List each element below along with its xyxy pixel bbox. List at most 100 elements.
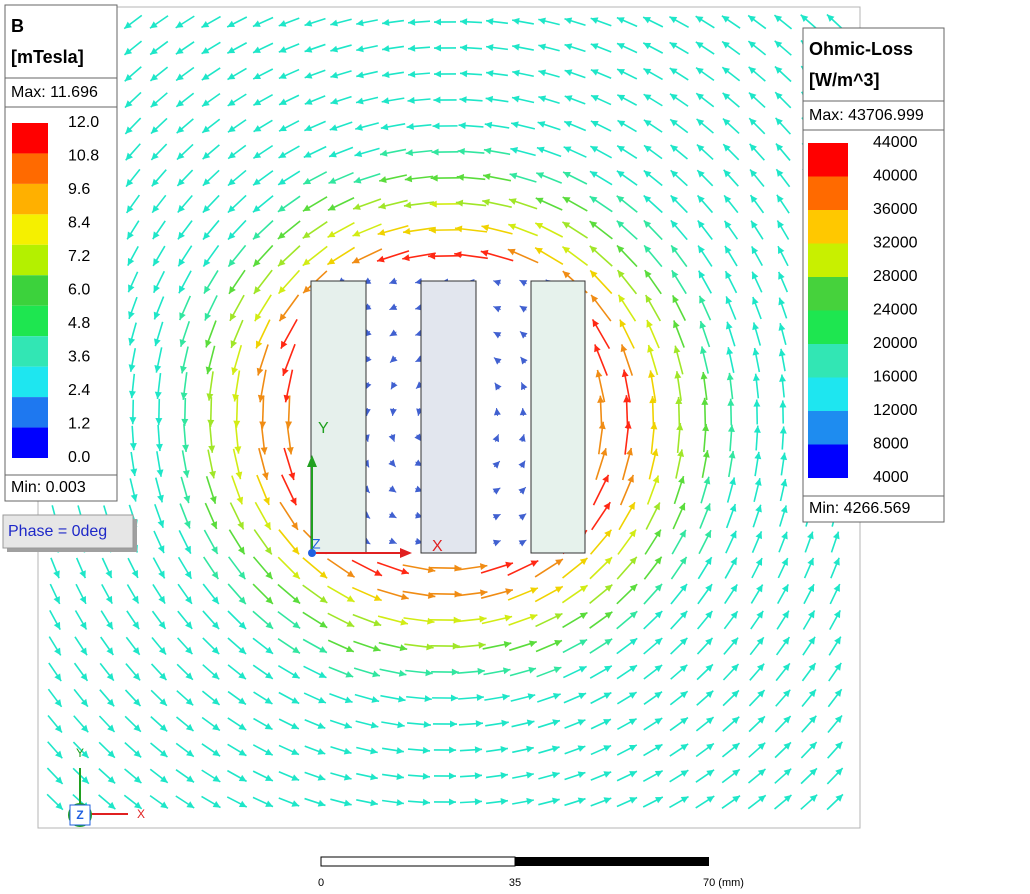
arrow-head xyxy=(536,146,545,154)
arrow-head xyxy=(617,270,625,278)
arrow-head xyxy=(618,294,626,303)
arrow-head xyxy=(128,284,135,293)
arrow-head xyxy=(253,259,261,267)
arrow-head xyxy=(678,476,685,484)
arrow-head xyxy=(228,151,236,159)
arrow-head xyxy=(238,723,247,731)
arrow-head xyxy=(670,220,679,229)
arrow-head xyxy=(356,45,364,53)
arrow-head xyxy=(278,151,287,158)
arrow-head xyxy=(669,16,678,24)
arrow-head xyxy=(265,596,273,604)
arrow-head xyxy=(150,73,159,81)
arrow-head xyxy=(670,119,678,127)
arrow-head xyxy=(553,666,562,674)
arrow-head xyxy=(647,345,654,353)
arrow-head xyxy=(238,697,246,705)
arrow-head xyxy=(507,248,516,256)
arrow-head xyxy=(600,448,608,456)
arrow-head xyxy=(776,194,784,203)
arrow-head xyxy=(724,195,732,204)
arrow-head xyxy=(154,391,162,399)
arrow-head xyxy=(589,221,598,229)
arrow-head xyxy=(654,556,662,565)
arrow-head xyxy=(181,418,189,426)
legend-label: 36000 xyxy=(873,201,918,218)
arrow-head xyxy=(454,251,462,259)
arrow-head xyxy=(153,311,161,320)
arrow-head xyxy=(160,801,168,809)
arrow-head xyxy=(643,195,652,203)
arrow-head xyxy=(203,231,211,240)
arrow-head xyxy=(702,450,710,458)
arrow-head xyxy=(628,502,635,511)
arrow-head xyxy=(277,204,286,212)
arrow-head xyxy=(834,662,842,671)
arrow-head xyxy=(265,646,274,654)
arrow-head xyxy=(492,539,501,547)
arrow-head xyxy=(782,610,789,619)
arrow-head xyxy=(726,347,734,355)
arrow-head xyxy=(486,18,494,26)
arrow-head xyxy=(382,71,390,79)
arrow-head xyxy=(486,69,494,77)
arrow-head xyxy=(754,478,762,486)
arrow-head xyxy=(127,257,135,266)
arrow-head xyxy=(617,43,625,50)
arrow-head xyxy=(730,557,737,566)
arrow-head xyxy=(809,794,818,802)
arrow-head xyxy=(253,98,262,106)
arrow-head xyxy=(626,447,633,456)
arrow-head xyxy=(129,442,137,451)
arrow-head xyxy=(278,46,287,53)
arrow-head xyxy=(130,493,138,502)
arrow-head xyxy=(414,433,422,442)
arrow-head xyxy=(705,584,713,592)
arrow-head xyxy=(177,231,185,240)
color-swatch xyxy=(12,305,48,337)
arrow-head xyxy=(179,339,187,347)
arrow-head xyxy=(579,557,588,566)
arrow-head xyxy=(511,121,519,129)
arrow-head xyxy=(186,749,194,757)
arrow-head xyxy=(809,768,817,776)
arrow-head xyxy=(53,570,60,579)
arrow-head xyxy=(643,119,652,127)
arrow-head xyxy=(564,95,573,102)
arrow-head xyxy=(697,195,705,204)
arrow-head xyxy=(151,178,160,187)
arrow-head xyxy=(835,741,843,750)
arrow-head xyxy=(179,312,186,321)
arrow-head xyxy=(176,73,184,81)
arrow-head xyxy=(184,520,191,529)
arrow-head xyxy=(389,277,398,285)
arrow-head xyxy=(778,246,785,255)
arrow-head xyxy=(727,424,735,432)
arrow-head xyxy=(128,337,136,346)
arrow-head xyxy=(422,772,430,780)
arrow-head xyxy=(512,69,520,77)
arrow-head xyxy=(54,647,61,656)
arrow-head xyxy=(400,618,408,626)
arrow-head xyxy=(238,800,247,808)
legend-label: 10.8 xyxy=(68,148,99,165)
arrow-head xyxy=(679,664,688,673)
arrow-head xyxy=(80,647,88,656)
arrow-head xyxy=(703,476,711,485)
arrow-head xyxy=(150,47,158,55)
arrow-head xyxy=(751,271,759,280)
arrow-head xyxy=(552,797,560,805)
arrow-head xyxy=(774,40,783,49)
arrow-head xyxy=(396,747,404,755)
arrow-head xyxy=(590,95,599,102)
legend-label: 6.0 xyxy=(68,282,90,299)
arrow-head xyxy=(278,286,286,294)
arrow-head xyxy=(253,46,261,53)
arrow-head xyxy=(302,204,311,212)
arrow-head xyxy=(807,584,815,593)
arrow-head xyxy=(389,329,398,337)
arrow-head xyxy=(178,285,186,294)
arrow-head xyxy=(53,596,60,604)
arrow-head xyxy=(399,644,408,652)
arrow-head xyxy=(722,67,731,75)
